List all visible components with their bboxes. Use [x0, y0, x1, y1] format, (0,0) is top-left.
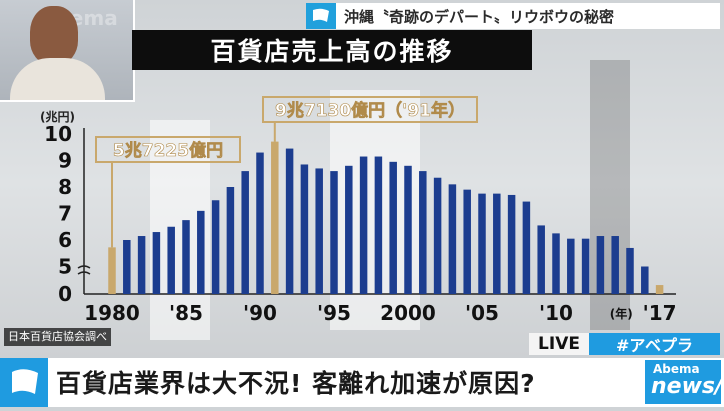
annotation-label: 5兆7225億円 [113, 140, 223, 161]
flag-icon [0, 358, 48, 407]
abema-news-logo: Abema news/ [645, 360, 724, 404]
y-axis-label: (兆円) [40, 109, 75, 124]
x-tick-label: '85 [169, 301, 203, 325]
x-tick-label: '05 [465, 301, 499, 325]
bar-1983 [152, 232, 161, 294]
bar-2006 [493, 193, 501, 294]
y-tick-label: 8 [58, 175, 72, 199]
bar-1991 [271, 141, 279, 294]
bar-2012 [581, 238, 590, 294]
y-tick-label: 10 [44, 122, 72, 146]
bar-1996 [345, 165, 353, 294]
bar-1994 [315, 168, 323, 294]
hashtag: #アベプラ [589, 333, 720, 355]
y-tick-label: 5 [58, 255, 72, 279]
bar-2001 [419, 171, 427, 294]
bar-2002 [433, 177, 442, 294]
x-tick-label: '95 [317, 301, 351, 325]
x-tick-label: 1980 [84, 301, 140, 325]
bar-1985 [182, 220, 190, 294]
bar-2014 [611, 236, 619, 294]
flag-icon [306, 3, 336, 29]
annotation-label: 9兆7130億円（'91年） [275, 100, 465, 121]
bar-1997 [359, 156, 368, 294]
live-badge: LIVE [529, 333, 589, 355]
annotation-box [262, 96, 478, 123]
bar-1981 [123, 240, 131, 294]
bar-2004 [463, 189, 471, 294]
bar-1999 [389, 161, 397, 294]
bar-1998 [374, 156, 383, 294]
x-tick-label: '10 [539, 301, 573, 325]
bar-2000 [404, 165, 412, 294]
logo-line2: news/ [651, 374, 724, 399]
bar-2011 [567, 238, 575, 294]
bar-1990 [256, 152, 264, 294]
presenter-video: Abema [0, 0, 135, 102]
bar-2005 [478, 193, 486, 294]
bar-2003 [448, 184, 457, 294]
bar-1980 [108, 247, 116, 294]
bar-1984 [167, 226, 175, 294]
presenter-head [30, 6, 78, 64]
bar-2010 [552, 233, 560, 294]
bar-1986 [197, 210, 205, 294]
ticker-text: 沖縄〝奇跡のデパート〟リウボウの秘密 [344, 7, 615, 26]
bar-2017 [655, 285, 664, 294]
bar-2009 [537, 225, 545, 294]
headline: 百貨店業界は大不況! 客離れ加速が原因? [56, 369, 536, 398]
bar-2007 [507, 194, 516, 294]
source-note: 日本百貨店協会調べ [4, 328, 111, 346]
bar-2015 [626, 247, 634, 294]
bar-1989 [241, 171, 249, 294]
bar-2013 [596, 236, 605, 294]
bar-2008 [522, 201, 531, 294]
annotation-box [95, 136, 241, 163]
bar-1982 [137, 236, 146, 294]
y-tick-label: 6 [58, 228, 72, 252]
x-tick-label: '17 [643, 301, 677, 325]
bar-2016 [641, 266, 649, 294]
bar-1988 [226, 187, 235, 294]
lower-third [0, 358, 724, 407]
bar-1992 [285, 148, 294, 294]
y-tick-label: 9 [58, 149, 72, 173]
x-tick-label: '90 [243, 301, 277, 325]
y-tick-label: 0 [58, 282, 72, 306]
x-tick-label: 2000 [380, 301, 436, 325]
logo-line1: Abema [653, 362, 700, 376]
chart-title: 百貨店売上高の推移 [132, 30, 532, 70]
x-axis-label: (年) [610, 306, 633, 321]
axis-break-mark [77, 265, 91, 275]
live-bar: LIVE #アベプラ [529, 333, 720, 355]
bar-1993 [300, 164, 309, 294]
bar-1987 [211, 200, 220, 294]
bar-1995 [330, 171, 338, 294]
y-tick-label: 7 [58, 202, 72, 226]
top-ticker: 沖縄〝奇跡のデパート〟リウボウの秘密 [306, 3, 720, 29]
